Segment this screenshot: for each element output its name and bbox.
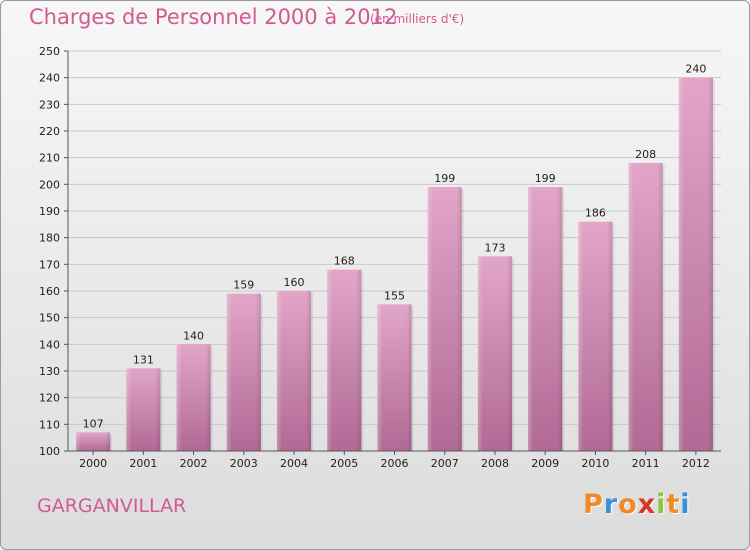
data-label: 199 — [434, 172, 455, 185]
logo-letter: P — [583, 489, 604, 520]
y-tick-label: 100 — [39, 445, 60, 458]
y-tick-label: 140 — [39, 338, 60, 351]
bar-shade — [76, 432, 111, 451]
axes: 100 110 120 130 140 150 160 170 180 190 200 210 220 2… — [39, 45, 721, 470]
city-name: GARGANVILLAR — [37, 495, 187, 517]
logo-letter: x — [637, 489, 657, 520]
bar-shade — [427, 187, 462, 451]
bar-shade — [678, 77, 713, 452]
data-label: 155 — [384, 289, 405, 302]
y-tick-label: 210 — [39, 152, 60, 165]
x-tick-label: 2000 — [79, 457, 107, 470]
bar-shade — [126, 368, 161, 451]
data-label: 107 — [83, 417, 104, 430]
y-tick-label: 130 — [39, 365, 60, 378]
y-tick-label: 150 — [39, 312, 60, 325]
logo-letter: t — [666, 489, 681, 520]
chart-subtitle: (en milliers d'€) — [370, 12, 465, 26]
y-tick-label: 160 — [39, 285, 60, 298]
bar-shade — [176, 344, 211, 451]
data-label: 140 — [183, 329, 204, 342]
bar-shade — [276, 291, 312, 451]
y-tick-label: 250 — [39, 45, 60, 58]
x-tick-label: 2011 — [632, 457, 660, 470]
x-tick-label: 2010 — [581, 457, 609, 470]
bar-shade — [226, 293, 261, 451]
y-tick-label: 240 — [39, 72, 60, 85]
chart-title: Charges de Personnel 2000 à 2012 — [29, 5, 398, 29]
bar-shade — [377, 304, 412, 451]
logo-letter: i — [656, 489, 667, 520]
x-tick-label: 2008 — [481, 457, 509, 470]
bar-shade — [528, 187, 563, 451]
x-tick-label: 2003 — [230, 457, 258, 470]
y-tick-label: 230 — [39, 98, 60, 111]
x-tick-label: 2007 — [431, 457, 459, 470]
x-tick-label: 2012 — [682, 457, 710, 470]
y-tick-label: 110 — [39, 418, 60, 431]
x-tick-label: 2009 — [531, 457, 559, 470]
y-tick-label: 190 — [39, 205, 60, 218]
data-label: 199 — [535, 172, 556, 185]
proxiti-logo: Proxiti — [583, 489, 691, 520]
logo-letter: i — [680, 489, 691, 520]
x-tick-label: 2006 — [381, 457, 409, 470]
data-label: 208 — [635, 148, 656, 161]
y-tick-label: 170 — [39, 258, 60, 271]
y-tick-label: 200 — [39, 178, 60, 191]
bar-shade — [477, 256, 513, 451]
data-label: 168 — [334, 255, 355, 268]
y-tick-label: 180 — [39, 232, 60, 245]
y-tick-label: 120 — [39, 392, 60, 405]
x-tick-label: 2001 — [129, 457, 157, 470]
bars — [76, 77, 715, 452]
x-tick-label: 2005 — [330, 457, 358, 470]
data-label: 131 — [133, 353, 154, 366]
bar-shade — [628, 163, 663, 451]
data-label: 173 — [484, 241, 505, 254]
x-tick-label: 2004 — [280, 457, 308, 470]
bar-shade — [578, 221, 613, 451]
logo-letter: r — [603, 489, 619, 520]
data-label: 160 — [284, 276, 305, 289]
data-label: 240 — [685, 63, 706, 76]
y-tick-label: 220 — [39, 125, 60, 138]
data-label: 186 — [585, 207, 606, 220]
logo-letter: o — [618, 489, 638, 520]
bar-shade — [327, 269, 362, 451]
x-tick-label: 2002 — [180, 457, 208, 470]
data-label: 159 — [233, 279, 254, 292]
